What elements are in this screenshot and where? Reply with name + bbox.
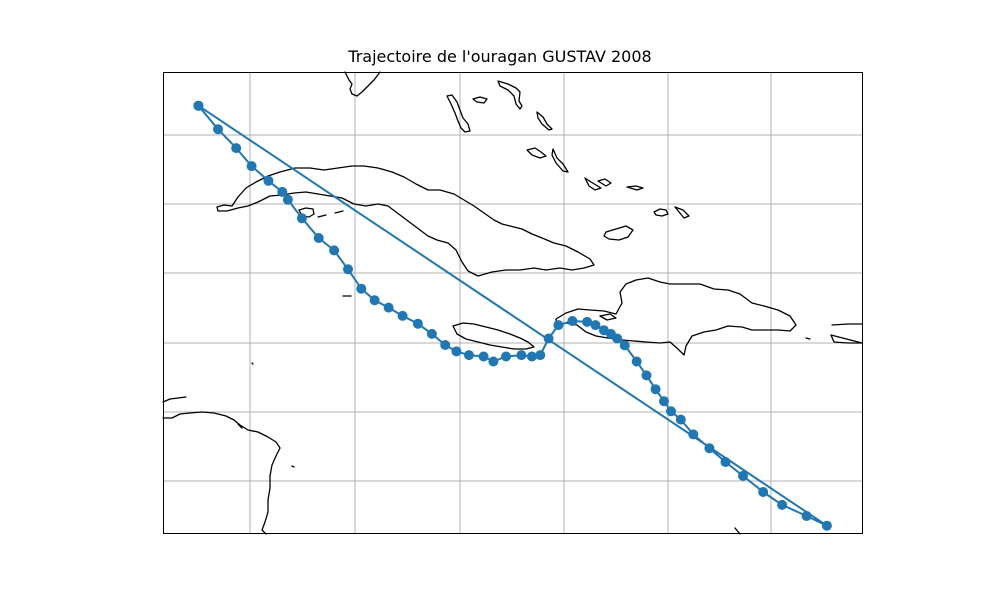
coastline-curacao xyxy=(237,423,243,429)
track-point xyxy=(738,470,748,481)
track-point xyxy=(296,213,307,224)
coastline-puerto-rico xyxy=(830,323,863,344)
track-line xyxy=(197,104,828,527)
coastline-bahamas-8 xyxy=(597,178,612,187)
track-point xyxy=(535,350,546,361)
coastline-jamaica xyxy=(452,322,535,350)
track-point xyxy=(412,318,423,329)
track-point xyxy=(231,143,242,154)
track-point xyxy=(488,356,499,367)
track-point xyxy=(641,370,652,381)
coastline-bahamas-1 xyxy=(446,94,471,133)
track-point xyxy=(451,346,462,357)
coastline-cayman-2 xyxy=(334,210,344,214)
coastline-mona xyxy=(805,337,811,340)
coastline-cuba xyxy=(216,165,595,277)
coastline-cayman-1 xyxy=(317,214,327,218)
track-point xyxy=(801,511,812,521)
coastline-bahamas-2 xyxy=(472,96,488,104)
coastline-central-america xyxy=(162,396,187,403)
track-point xyxy=(246,161,257,172)
coastline-bahamas-4 xyxy=(536,111,553,131)
coastline-great-inagua xyxy=(603,225,634,241)
track-point xyxy=(426,328,437,339)
track-point xyxy=(313,233,324,243)
track-point xyxy=(720,457,731,467)
coastline-turks-caicos-2 xyxy=(674,206,690,219)
coastline-bahamas-9 xyxy=(626,185,644,191)
track-point xyxy=(464,350,474,361)
coastline-hispaniola xyxy=(555,277,797,356)
track-point xyxy=(397,310,408,321)
track-point xyxy=(590,320,601,331)
gridlines xyxy=(163,72,863,534)
track-point xyxy=(329,245,340,256)
track-point xyxy=(478,351,489,362)
track-point xyxy=(343,264,353,275)
track-point xyxy=(516,350,527,361)
track-point xyxy=(543,333,554,344)
coastline-turks-caicos xyxy=(653,208,669,217)
track-point xyxy=(553,320,564,331)
track-point xyxy=(383,302,394,313)
coastline-bahamas-7 xyxy=(584,177,602,191)
track-point xyxy=(567,316,578,326)
track-point xyxy=(263,175,274,186)
track-point xyxy=(704,443,715,454)
track-point xyxy=(659,396,669,407)
coastline-bahamas-6 xyxy=(551,148,569,173)
track-point xyxy=(758,487,769,497)
track-point xyxy=(688,429,699,440)
track-point xyxy=(526,351,537,362)
track-point xyxy=(777,499,788,510)
coastline-islet-2 xyxy=(251,362,254,365)
track-point xyxy=(193,100,204,111)
track-point xyxy=(213,124,223,135)
track-point xyxy=(369,295,380,306)
track-point xyxy=(619,340,630,351)
track-point xyxy=(277,186,288,197)
coastline-bahamas-5 xyxy=(526,147,547,159)
coastline-gonave xyxy=(599,313,617,321)
track-point xyxy=(282,194,293,205)
track-point xyxy=(582,316,593,327)
hurricane-track xyxy=(193,100,832,531)
coastlines xyxy=(162,71,863,535)
track-point xyxy=(612,333,623,344)
track-point xyxy=(501,351,511,362)
track-point xyxy=(821,520,832,531)
track-point xyxy=(631,356,642,367)
track-point xyxy=(356,283,367,294)
coastline-florida xyxy=(344,71,381,97)
plot-title: Trajectoire de l'ouragan GUSTAV 2008 xyxy=(348,47,652,66)
coastline-south-america xyxy=(162,411,281,535)
coastline-bahamas-3 xyxy=(497,80,523,110)
track-point xyxy=(666,406,676,417)
track-point xyxy=(650,384,661,395)
track-point xyxy=(440,340,451,350)
track-point xyxy=(675,414,686,425)
coastline-islet-3 xyxy=(291,465,295,468)
map-frame xyxy=(163,72,863,534)
